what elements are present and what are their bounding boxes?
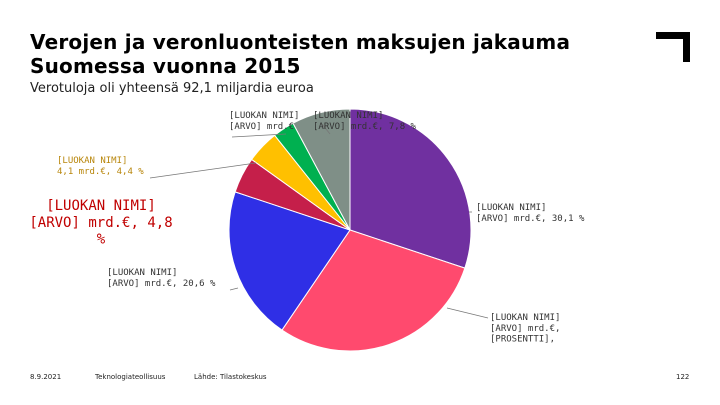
slice-label: [LUOKAN NIMI] [ARVO] mrd.€ — [229, 111, 299, 132]
slice-label-line: [LUOKAN NIMI] — [313, 111, 383, 121]
slide-title-line-1: Verojen ja veronluonteisten maksujen jak… — [30, 30, 571, 54]
slice-label: [LUOKAN NIMI] 4,1 mrd.€, 4,4 % — [57, 156, 144, 177]
slice-label-line: [ARVO] mrd.€, 7,8 % — [313, 122, 417, 132]
pie-slice — [228, 191, 351, 331]
corner-logo-icon — [656, 32, 690, 62]
pie-slice — [349, 108, 472, 269]
slice-label-line: [LUOKAN NIMI] — [46, 198, 156, 214]
slice-label-line: [ARVO] mrd.€, 20,6 % — [107, 279, 216, 289]
slice-label-line: [ARVO] mrd.€ — [229, 122, 294, 132]
slice-labels: [LUOKAN NIMI] [ARVO] mrd.€, 30,1 %[LUOKAN… — [29, 111, 585, 345]
slice-label-line: [LUOKAN NIMI] — [490, 313, 560, 323]
slice-label-line: 4,1 mrd.€, 4,4 % — [57, 167, 144, 177]
slice-label-line: [LUOKAN NIMI] — [107, 268, 177, 278]
leader-line — [149, 162, 257, 179]
slice-label-line: [ARVO] mrd.€, 4,8 — [29, 215, 172, 231]
slice-label: [LUOKAN NIMI] [ARVO] mrd.€, 7,8 % — [313, 111, 417, 132]
leader-line — [229, 287, 239, 291]
slide-title: Verojen ja veronluonteisten maksujen jak… — [30, 30, 630, 78]
slice-label-line: [ARVO] mrd.€, 30,1 % — [476, 214, 585, 224]
slice-label-line: % — [97, 232, 106, 248]
pie-slices — [228, 108, 472, 352]
slice-label-line: [LUOKAN NIMI] — [57, 156, 127, 166]
footer-date: 8.9.2021 — [30, 373, 62, 381]
slide-title-line-2: Suomessa vuonna 2015 — [30, 54, 301, 78]
slice-label: [LUOKAN NIMI] [ARVO] mrd.€, 4,8% — [29, 198, 172, 248]
leader-line — [231, 133, 287, 138]
pie-slice — [281, 229, 466, 352]
pie-slice — [292, 108, 351, 231]
slice-label: [LUOKAN NIMI] [ARVO] mrd.€, 20,6 % — [107, 268, 216, 289]
page-number: 122 — [676, 373, 690, 381]
footer-source: Lähde: Tilastokeskus — [194, 373, 267, 381]
label-leader-lines — [149, 123, 489, 319]
slice-label-line: [LUOKAN NIMI] — [476, 203, 546, 213]
slice-label: [LUOKAN NIMI] [ARVO] mrd.€, 30,1 % — [476, 203, 585, 224]
leader-line — [446, 307, 489, 319]
slice-label-line: [PROSENTTI], — [490, 335, 555, 345]
footer-organization: Teknologiateollisuus — [95, 373, 166, 381]
leader-line — [321, 123, 331, 135]
slice-label-line: [ARVO] mrd.€, — [490, 324, 560, 334]
slice-label: [LUOKAN NIMI] [ARVO] mrd.€, [PROSENTTI], — [490, 313, 560, 345]
slice-label-line: [LUOKAN NIMI] — [229, 111, 299, 121]
slide-subtitle: Verotuloja oli yhteensä 92,1 miljardia e… — [30, 81, 314, 96]
